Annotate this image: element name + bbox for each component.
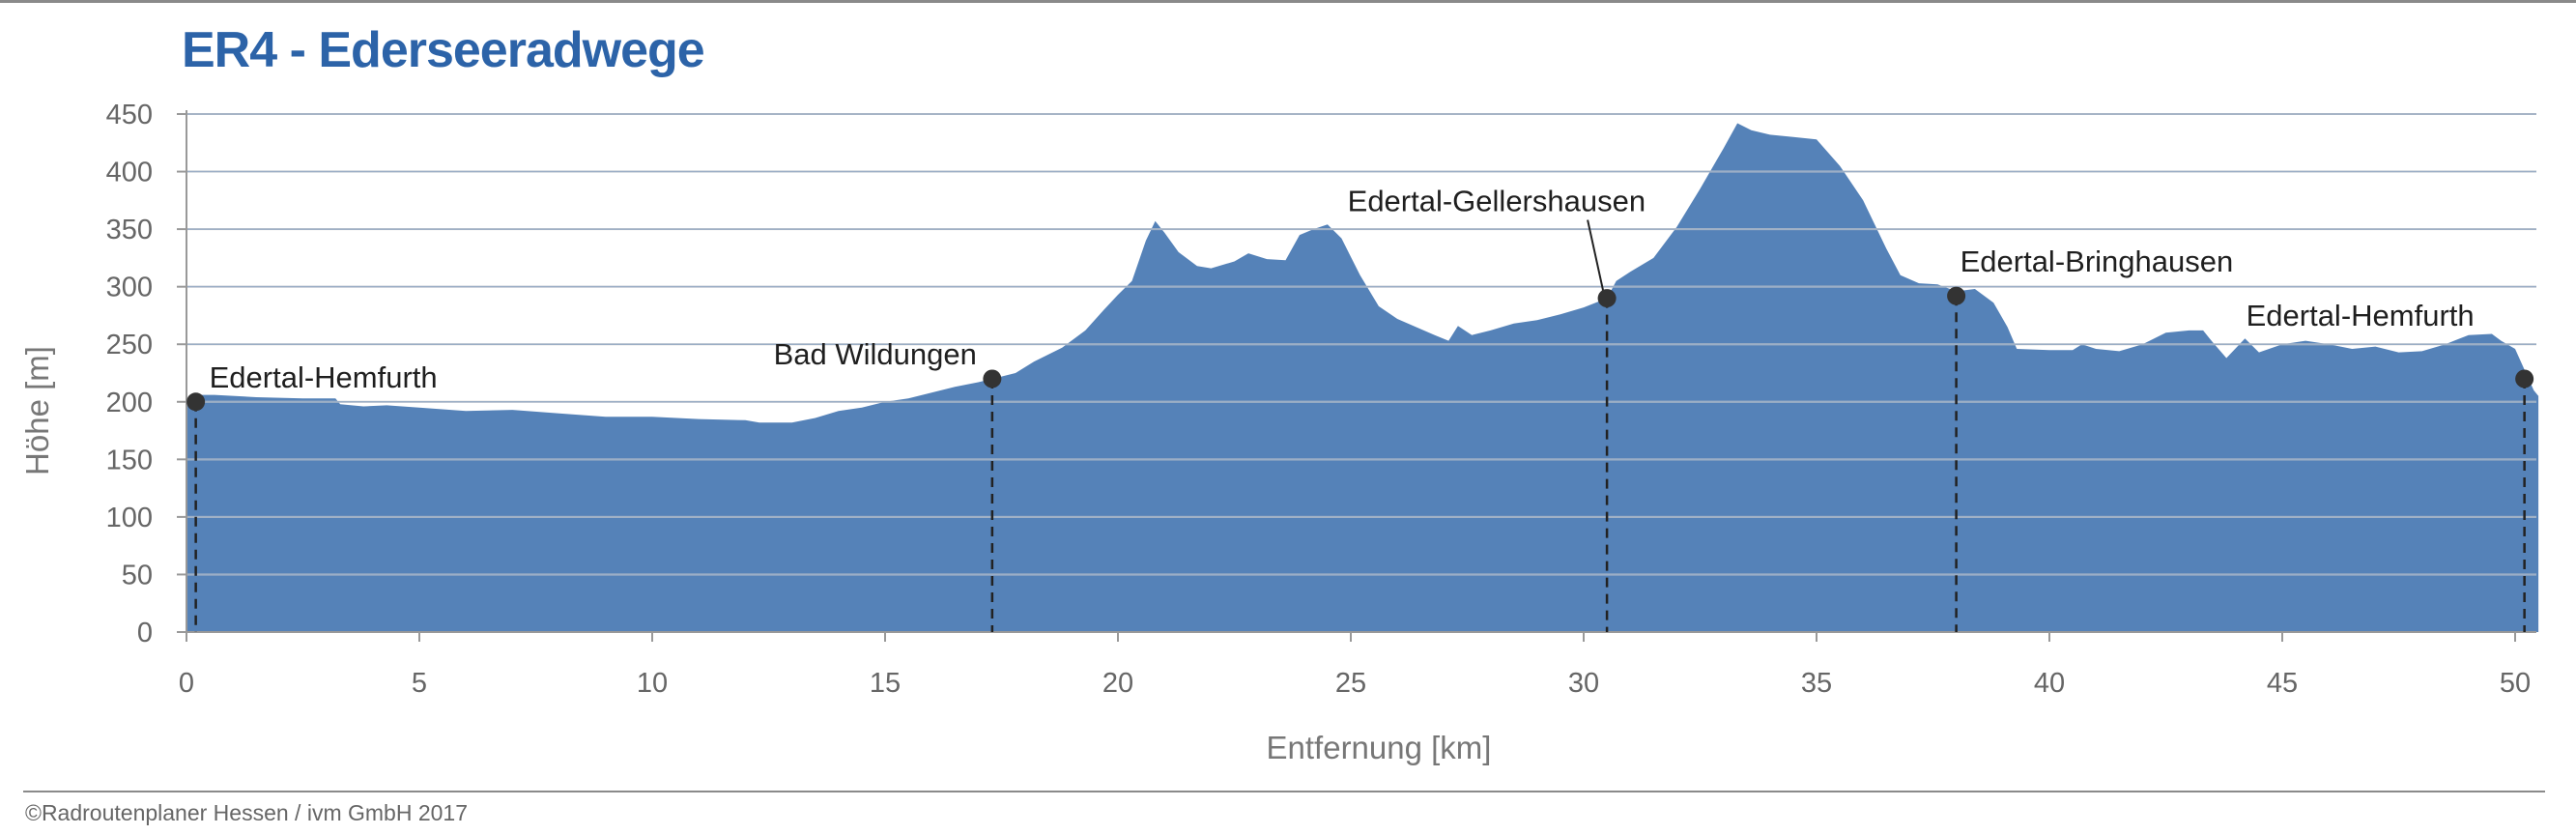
y-tick-label-100: 100 (106, 503, 153, 533)
x-tick-label-20: 20 (1102, 668, 1133, 699)
x-tick-label-15: 15 (870, 668, 901, 699)
y-tick-label-150: 150 (106, 445, 153, 475)
x-tick-label-50: 50 (2500, 668, 2531, 699)
x-tick-label-30: 30 (1568, 668, 1599, 699)
x-axis-title: Entfernung [km] (1267, 730, 1492, 765)
x-tick-label-40: 40 (2034, 668, 2065, 699)
x-tick-label-35: 35 (1801, 668, 1832, 699)
axes (177, 110, 2536, 642)
waypoint-marker-3 (1947, 286, 1966, 305)
waypoint-label-3: Edertal-Bringhausen (1961, 245, 2234, 278)
waypoint-leader-2 (1587, 219, 1605, 291)
x-tick-label-45: 45 (2267, 668, 2298, 699)
x-tick-label-25: 25 (1335, 668, 1366, 699)
y-tick-label-200: 200 (106, 388, 153, 418)
y-tick-label-0: 0 (137, 618, 153, 648)
waypoint-label-2: Edertal-Gellershausen (1348, 185, 1646, 218)
waypoint-label-1: Bad Wildungen (774, 337, 977, 371)
footer-rule (23, 791, 2545, 792)
waypoint-label-0: Edertal-Hemfurth (210, 360, 438, 394)
y-tick-label-350: 350 (106, 215, 153, 245)
y-tick-label-250: 250 (106, 330, 153, 360)
top-rule (0, 0, 2576, 3)
x-tick-label-0: 0 (179, 668, 194, 699)
elevation-area (186, 123, 2539, 632)
tick-labels: 0 50 100 150 200 250 300 350 400 450 0 5 10 15 20 25 30 3… (106, 100, 2532, 699)
waypoint-markers: Edertal-Hemfurth Bad Wildungen Edertal-Gel… (186, 185, 2534, 632)
x-tick-label-5: 5 (412, 668, 427, 699)
y-tick-label-50: 50 (122, 560, 153, 590)
x-tick-label-10: 10 (637, 668, 668, 699)
y-tick-label-400: 400 (106, 158, 153, 188)
chart-title: ER4 - Ederseeradwege (182, 22, 705, 78)
copyright-notice: ©Radroutenplaner Hessen / ivm GmbH 2017 (25, 800, 469, 825)
grid-lines (186, 113, 2536, 576)
waypoint-marker-4 (2515, 369, 2534, 389)
y-tick-label-300: 300 (106, 273, 153, 303)
waypoint-marker-0 (186, 392, 206, 412)
y-tick-label-450: 450 (106, 100, 153, 130)
waypoint-marker-2 (1597, 289, 1617, 308)
waypoint-label-4: Edertal-Hemfurth (2247, 299, 2475, 332)
waypoint-marker-1 (983, 369, 1002, 389)
y-axis-title: Höhe [m] (19, 346, 55, 475)
